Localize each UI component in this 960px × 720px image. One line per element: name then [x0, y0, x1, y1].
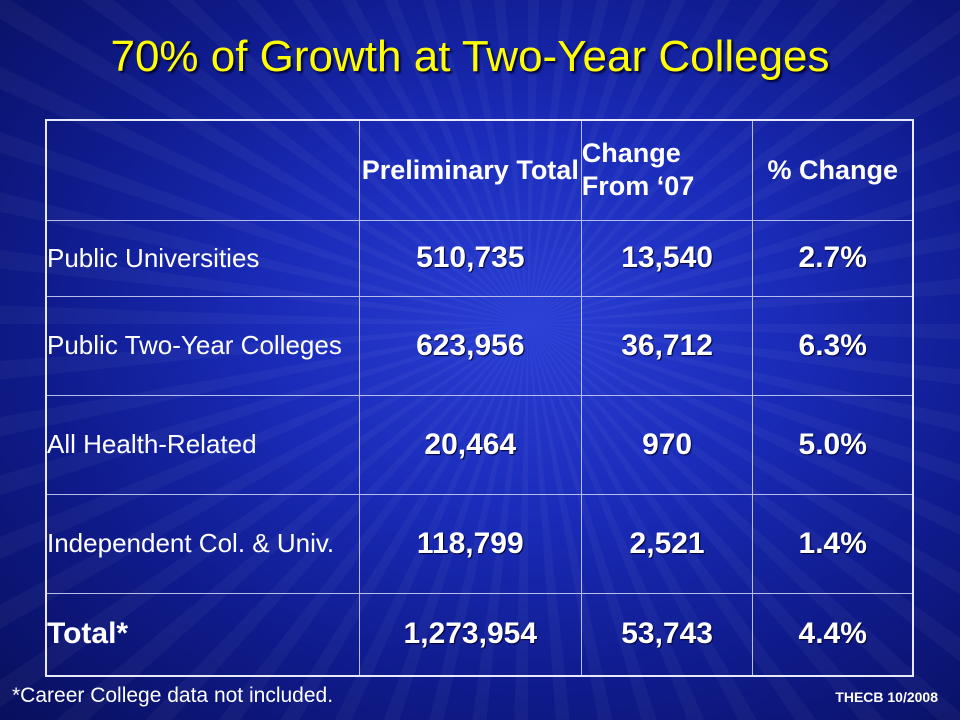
row-total: 623,956 [358, 295, 582, 396]
row-change: 2,521 [580, 493, 754, 594]
row-pct: 2.7% [752, 219, 914, 297]
table-header-row: Preliminary Total Change From ‘07 % Chan… [45, 119, 914, 221]
row-label: Independent Col. & Univ. [45, 493, 360, 594]
table-row: Public Two-Year Colleges 623,956 36,712 … [45, 295, 914, 396]
slide-title: 70% of Growth at Two-Year Colleges [110, 32, 830, 81]
row-label: Public Universities [45, 219, 360, 297]
row-pct: 6.3% [752, 295, 914, 396]
row-pct: 4.4% [752, 592, 914, 677]
row-total: 20,464 [358, 394, 582, 495]
row-pct: 5.0% [752, 394, 914, 495]
row-label: Public Two-Year Colleges [45, 295, 360, 396]
row-total: 510,735 [358, 219, 582, 297]
row-label: All Health-Related [45, 394, 360, 495]
footnote: *Career College data not included. [12, 684, 334, 707]
row-change: 970 [580, 394, 754, 495]
credit-label: THECB 10/2008 [835, 689, 938, 705]
table-row: Independent Col. & Univ. 118,799 2,521 1… [45, 493, 914, 594]
header-empty [45, 119, 360, 221]
header-preliminary-total: Preliminary Total [358, 119, 582, 221]
enrollment-table: Preliminary Total Change From ‘07 % Chan… [45, 119, 914, 677]
table-row: Public Universities 510,735 13,540 2.7% [45, 219, 914, 297]
header-percent-change: % Change [752, 119, 914, 221]
row-change: 13,540 [580, 219, 754, 297]
row-change: 36,712 [580, 295, 754, 396]
row-total: 118,799 [358, 493, 582, 594]
row-pct: 1.4% [752, 493, 914, 594]
row-label: Total* [45, 592, 360, 677]
table-row-total: Total* 1,273,954 53,743 4.4% [45, 592, 914, 677]
table-row: All Health-Related 20,464 970 5.0% [45, 394, 914, 495]
row-total: 1,273,954 [358, 592, 582, 677]
header-change-from-07: Change From ‘07 [580, 119, 754, 221]
row-change: 53,743 [580, 592, 754, 677]
